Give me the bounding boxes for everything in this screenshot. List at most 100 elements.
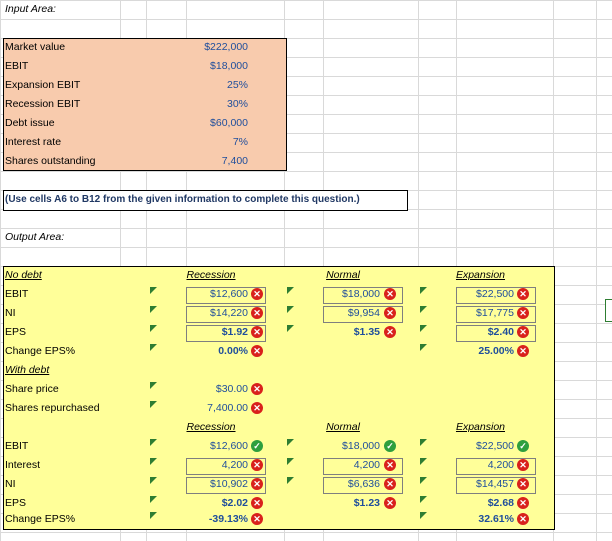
cell-comment-indicator-icon	[150, 496, 157, 503]
cell-comment-indicator-icon	[420, 306, 427, 313]
col-header-normal: Normal	[326, 421, 360, 433]
recession-value[interactable]: $2.02	[221, 497, 248, 509]
incorrect-icon: ✕	[517, 459, 529, 471]
input-label[interactable]: Market value	[5, 41, 66, 53]
incorrect-icon: ✕	[517, 497, 529, 509]
row-label[interactable]: Change EPS%	[5, 345, 76, 357]
incorrect-icon: ✕	[384, 478, 396, 490]
shares-repurchased-value[interactable]: 7,400.00	[207, 402, 248, 414]
cell-comment-indicator-icon	[287, 477, 294, 484]
expansion-value[interactable]: 32.61%	[478, 513, 514, 525]
incorrect-icon: ✕	[517, 307, 529, 319]
normal-value[interactable]: $9,954	[347, 307, 380, 319]
incorrect-icon: ✕	[384, 288, 396, 300]
expansion-value[interactable]: $2.68	[487, 497, 514, 509]
column-divider	[596, 0, 597, 541]
expansion-value[interactable]: $22,500	[476, 288, 514, 300]
expansion-value[interactable]: 25.00%	[478, 345, 514, 357]
input-value[interactable]: 7,400	[221, 155, 248, 167]
cell-comment-indicator-icon	[150, 287, 157, 294]
answer-input-box	[456, 325, 536, 342]
row-label[interactable]: EPS	[5, 497, 27, 509]
cell-comment-indicator-icon	[150, 477, 157, 484]
answer-input-box	[186, 477, 266, 494]
share-price-value[interactable]: $30.00	[215, 383, 248, 395]
answer-input-box	[323, 287, 403, 304]
cell-comment-indicator-icon	[420, 439, 427, 446]
cell-comment-indicator-icon	[420, 325, 427, 332]
input-label[interactable]: Shares outstanding	[5, 155, 96, 167]
incorrect-icon: ✕	[384, 307, 396, 319]
normal-value[interactable]: $6,636	[347, 478, 380, 490]
incorrect-icon: ✕	[384, 459, 396, 471]
input-area-title: Input Area:	[5, 3, 56, 15]
recession-value[interactable]: $10,902	[210, 478, 248, 490]
share-price-label[interactable]: Share price	[5, 383, 59, 395]
cell-comment-indicator-icon	[150, 458, 157, 465]
row-label[interactable]: EBIT	[5, 440, 29, 452]
incorrect-icon: ✕	[517, 288, 529, 300]
input-label[interactable]: Interest rate	[5, 136, 62, 148]
answer-input-box	[186, 306, 266, 323]
expansion-value[interactable]: $14,457	[476, 478, 514, 490]
incorrect-icon: ✕	[251, 459, 263, 471]
recession-value[interactable]: 0.00%	[218, 345, 248, 357]
recession-value[interactable]: $12,600	[210, 440, 248, 452]
cell-comment-indicator-icon	[150, 306, 157, 313]
row-label[interactable]: NI	[5, 307, 16, 319]
answer-input-box	[323, 306, 403, 323]
input-label[interactable]: Expansion EBIT	[5, 79, 81, 91]
cell-comment-indicator-icon	[420, 477, 427, 484]
normal-value[interactable]: 4,200	[353, 459, 380, 471]
expansion-value[interactable]: $22,500	[476, 440, 514, 452]
incorrect-icon: ✕	[384, 326, 396, 338]
normal-value[interactable]: $1.35	[353, 326, 380, 338]
row-label[interactable]: NI	[5, 478, 16, 490]
col-header-recession: Recession	[186, 421, 236, 433]
row-label[interactable]: EBIT	[5, 288, 29, 300]
answer-input-box	[456, 477, 536, 494]
cell-comment-indicator-icon	[420, 496, 427, 503]
incorrect-icon: ✕	[517, 345, 529, 357]
recession-value[interactable]: $14,220	[210, 307, 248, 319]
normal-value[interactable]: $18,000	[342, 288, 380, 300]
row-label[interactable]: Interest	[5, 459, 41, 471]
col-header-expansion: Expansion	[455, 269, 506, 281]
input-value[interactable]: $222,000	[204, 41, 248, 53]
normal-value[interactable]: $18,000	[342, 440, 380, 452]
shares-repurchased-label[interactable]: Shares repurchased	[5, 402, 100, 414]
incorrect-icon: ✕	[251, 383, 263, 395]
input-label[interactable]: Debt issue	[5, 117, 55, 129]
input-label[interactable]: EBIT	[5, 60, 29, 72]
cell-comment-indicator-icon	[150, 325, 157, 332]
output-area-box	[3, 266, 555, 530]
cell-comment-indicator-icon	[287, 287, 294, 294]
cell-comment-indicator-icon	[150, 439, 157, 446]
input-value[interactable]: $60,000	[210, 117, 248, 129]
input-value[interactable]: 7%	[232, 136, 248, 148]
cell-selection-handle[interactable]	[605, 299, 612, 322]
normal-value[interactable]: $1.23	[353, 497, 380, 509]
incorrect-icon: ✕	[251, 402, 263, 414]
incorrect-icon: ✕	[517, 513, 529, 525]
instruction-note: (Use cells A6 to B12 from the given info…	[5, 194, 360, 205]
input-value[interactable]: $18,000	[210, 60, 248, 72]
input-value[interactable]: 25%	[226, 79, 248, 91]
col-header-normal: Normal	[326, 269, 360, 281]
input-label[interactable]: Recession EBIT	[5, 98, 81, 110]
recession-value[interactable]: 4,200	[221, 459, 248, 471]
recession-value[interactable]: $12,600	[210, 288, 248, 300]
col-header-recession: Recession	[186, 269, 236, 281]
input-value[interactable]: 30%	[226, 98, 248, 110]
answer-input-box	[456, 306, 536, 323]
expansion-value[interactable]: 4,200	[487, 459, 514, 471]
recession-value[interactable]: -39.13%	[208, 513, 248, 525]
expansion-value[interactable]: $17,775	[476, 307, 514, 319]
expansion-value[interactable]: $2.40	[487, 326, 514, 338]
row-label[interactable]: Change EPS%	[5, 513, 76, 525]
answer-input-box	[186, 325, 266, 342]
recession-value[interactable]: $1.92	[221, 326, 248, 338]
cell-comment-indicator-icon	[420, 458, 427, 465]
row-label[interactable]: EPS	[5, 326, 27, 338]
cell-comment-indicator-icon	[287, 325, 294, 332]
